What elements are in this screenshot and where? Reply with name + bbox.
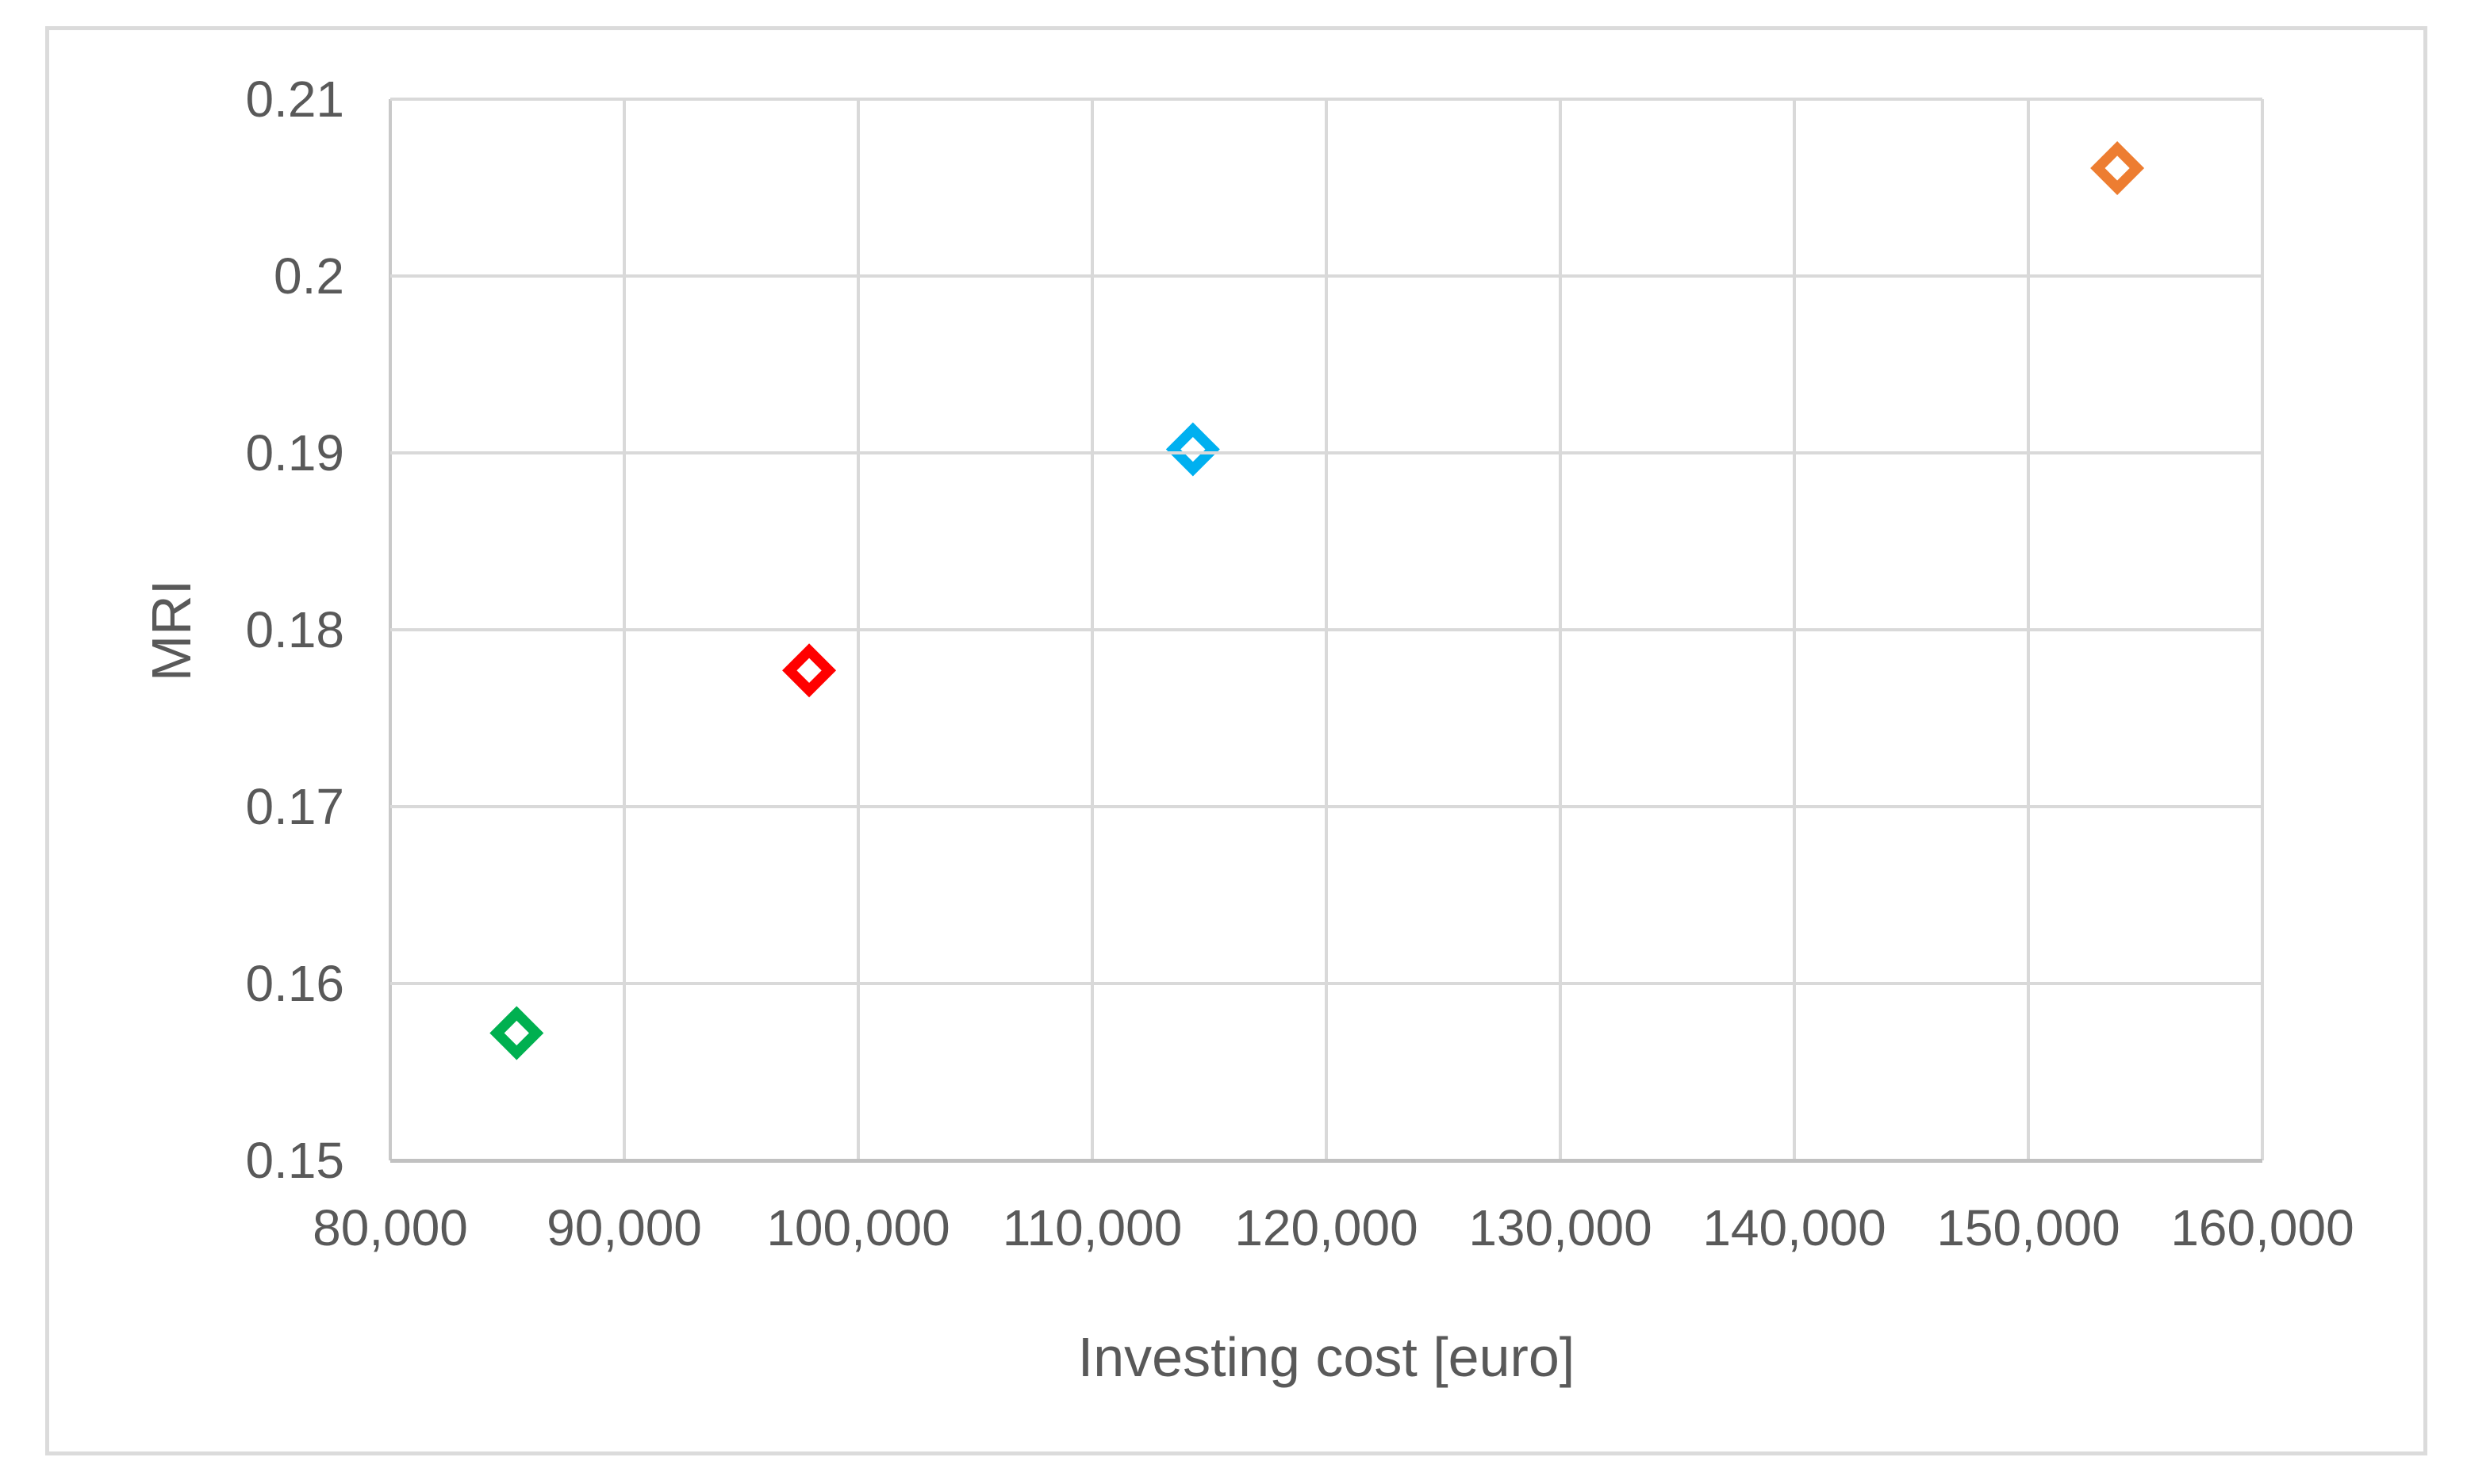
x-axis-title: Investing cost [euro] — [1077, 1326, 1575, 1388]
x-tick-label: 110,000 — [1002, 1199, 1183, 1256]
data-point-marker-red — [782, 643, 837, 698]
plot-area — [389, 98, 2264, 1163]
data-point-marker-green — [489, 1006, 544, 1060]
horizontal-gridline — [390, 274, 2262, 278]
x-tick-label: 100,000 — [766, 1199, 950, 1256]
y-tick-label: 0.15 — [245, 1132, 344, 1189]
horizontal-gridline — [390, 805, 2262, 808]
x-axis-line — [390, 1159, 2262, 1163]
y-tick-label: 0.19 — [245, 424, 344, 481]
scatter-marker-layer — [489, 140, 2145, 1060]
x-tick-label: 140,000 — [1702, 1199, 1886, 1256]
x-tick-label: 80,000 — [313, 1199, 468, 1256]
y-tick-label: 0.17 — [245, 778, 344, 835]
y-tick-label: 0.16 — [245, 955, 344, 1012]
horizontal-gridline — [390, 982, 2262, 985]
horizontal-gridline — [390, 451, 2262, 454]
y-tick-label: 0.21 — [245, 71, 344, 128]
y-tick-label: 0.18 — [245, 601, 344, 658]
x-tick-label: 160,000 — [2170, 1199, 2354, 1256]
data-point-marker-blue — [1165, 422, 1220, 477]
x-tick-label: 150,000 — [1936, 1199, 2120, 1256]
y-tick-label: 0.2 — [274, 247, 344, 305]
vertical-gridline — [2261, 99, 2264, 1160]
horizontal-gridline — [390, 98, 2262, 101]
horizontal-gridline — [390, 628, 2262, 631]
x-tick-label: 130,000 — [1468, 1199, 1652, 1256]
y-axis-title: MRI — [140, 579, 202, 682]
data-point-marker-orange — [2090, 140, 2145, 195]
x-tick-label: 120,000 — [1234, 1199, 1418, 1256]
x-tick-label: 90,000 — [547, 1199, 702, 1256]
chart-figure-border — [45, 26, 2427, 1455]
